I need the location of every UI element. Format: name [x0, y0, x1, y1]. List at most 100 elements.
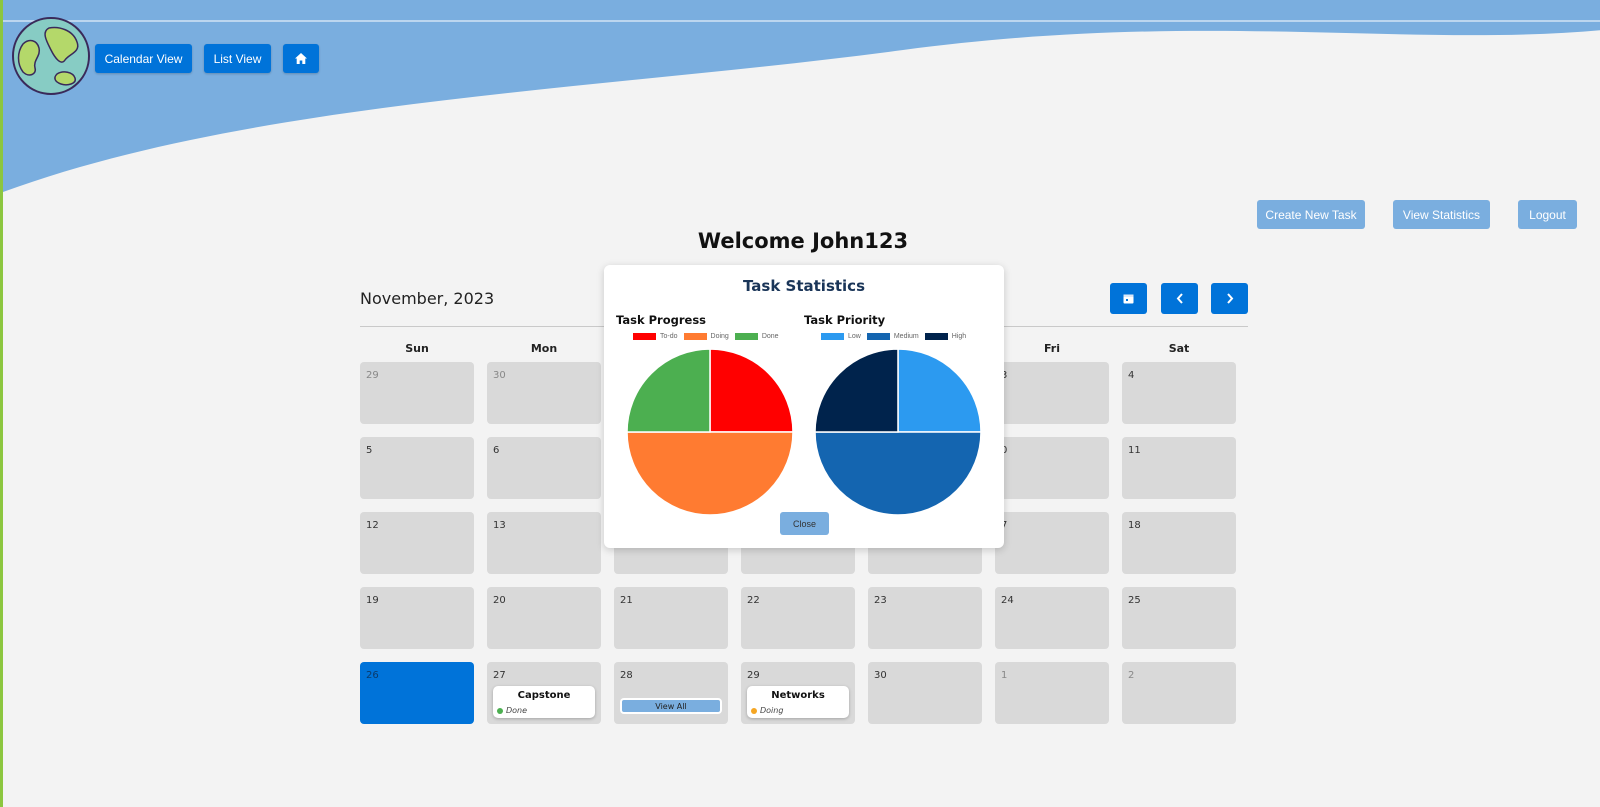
day-number: 26: [366, 670, 379, 681]
task-title: Capstone: [517, 690, 571, 701]
legend-swatch: [683, 333, 707, 340]
header-wave: [3, 0, 1600, 192]
legend-item: Doing: [683, 333, 729, 340]
status-dot-icon: [497, 708, 503, 714]
view-all-button[interactable]: View All: [620, 698, 722, 714]
welcome-heading: Welcome John123: [697, 229, 909, 253]
day-cell[interactable]: 0: [995, 437, 1109, 499]
task-status: Doing: [760, 706, 784, 715]
day-number: 2: [1128, 670, 1135, 681]
calendar-view-button[interactable]: Calendar View: [95, 44, 192, 73]
day-number: 7: [1001, 520, 1008, 531]
day-cell[interactable]: 6: [487, 437, 601, 499]
next-month-button[interactable]: [1211, 283, 1248, 314]
pie-slice-medium: [814, 431, 982, 516]
day-number: 29: [747, 670, 760, 681]
day-number: 21: [620, 595, 633, 606]
legend-label: Low: [848, 333, 861, 340]
legend-label: High: [951, 333, 967, 340]
day-cell[interactable]: 1: [995, 662, 1109, 724]
previous-month-button[interactable]: [1161, 283, 1198, 314]
day-number: 18: [1128, 520, 1141, 531]
legend-label: Doing: [710, 333, 729, 340]
task-card-networks[interactable]: Networks Doing: [747, 686, 849, 718]
legend-item: To-do: [633, 333, 678, 340]
day-cell[interactable]: 19: [360, 587, 474, 649]
day-cell[interactable]: 23: [868, 587, 982, 649]
day-cell[interactable]: 29: [360, 362, 474, 424]
legend-swatch: [734, 333, 758, 340]
day-number: 30: [493, 370, 506, 381]
day-number: 30: [874, 670, 887, 681]
day-cell[interactable]: 21: [614, 587, 728, 649]
task-statistics-modal: Task Statistics Task Progress To-do Doin…: [604, 265, 1004, 548]
day-number: 29: [366, 370, 379, 381]
today-button[interactable]: [1110, 283, 1147, 314]
chevron-right-icon: [1226, 293, 1233, 304]
legend-label: Medium: [893, 333, 919, 340]
legend-label: To-do: [660, 333, 678, 340]
day-number: 25: [1128, 595, 1141, 606]
list-view-button[interactable]: List View: [204, 44, 271, 73]
logout-button[interactable]: Logout: [1518, 200, 1577, 229]
legend-swatch: [866, 333, 890, 340]
day-number: 22: [747, 595, 760, 606]
close-button[interactable]: Close: [780, 512, 829, 535]
legend-label: Done: [761, 333, 779, 340]
day-number: 19: [366, 595, 379, 606]
create-new-task-button[interactable]: Create New Task: [1257, 200, 1365, 229]
day-cell[interactable]: 22: [741, 587, 855, 649]
dow-sat: Sat: [1168, 342, 1190, 355]
day-cell[interactable]: 30: [487, 362, 601, 424]
dow-mon: Mon: [530, 342, 558, 355]
day-number: 11: [1128, 445, 1141, 456]
home-button[interactable]: [283, 44, 319, 73]
legend-swatch: [821, 333, 844, 340]
pie-slice-high: [814, 348, 899, 433]
day-cell[interactable]: 4: [1122, 362, 1236, 424]
globe-logo-icon: [12, 17, 90, 95]
day-cell[interactable]: 20: [487, 587, 601, 649]
day-cell[interactable]: 27 Capstone Done: [487, 662, 601, 724]
task-progress-pie-chart: [626, 348, 794, 516]
day-number: 3: [1001, 370, 1008, 381]
legend-priority: Low Medium High: [821, 333, 966, 340]
day-cell[interactable]: 2: [1122, 662, 1236, 724]
day-number: 24: [1001, 595, 1014, 606]
task-card-capstone[interactable]: Capstone Done: [493, 686, 595, 718]
day-cell[interactable]: 11: [1122, 437, 1236, 499]
day-cell-today[interactable]: 26: [360, 662, 474, 724]
task-priority-pie-chart: [814, 348, 982, 516]
day-cell[interactable]: 18: [1122, 512, 1236, 574]
day-cell[interactable]: 29 Networks Doing: [741, 662, 855, 724]
legend-item: Medium: [866, 333, 919, 340]
pie-slice-low: [897, 348, 982, 433]
day-cell[interactable]: 25: [1122, 587, 1236, 649]
day-number: 12: [366, 520, 379, 531]
day-cell[interactable]: 7: [995, 512, 1109, 574]
pie-slice-doing: [626, 431, 794, 516]
legend-progress: To-do Doing Done: [633, 333, 779, 340]
day-cell[interactable]: 28 View All: [614, 662, 728, 724]
view-statistics-button[interactable]: View Statistics: [1393, 200, 1490, 229]
day-cell[interactable]: 13: [487, 512, 601, 574]
day-number: 5: [366, 445, 373, 456]
day-number: 13: [493, 520, 506, 531]
legend-swatch: [633, 333, 656, 340]
day-number: 27: [493, 670, 506, 681]
day-cell[interactable]: 30: [868, 662, 982, 724]
day-cell[interactable]: 24: [995, 587, 1109, 649]
legend-item: High: [924, 333, 967, 340]
day-cell[interactable]: 5: [360, 437, 474, 499]
legend-item: Low: [821, 333, 861, 340]
pie-slice-done: [626, 348, 711, 433]
status-dot-icon: [751, 708, 757, 714]
home-icon: [295, 53, 307, 64]
chart-title-priority: Task Priority: [804, 313, 886, 327]
day-number: 20: [493, 595, 506, 606]
day-cell[interactable]: 3: [995, 362, 1109, 424]
day-number: 6: [493, 445, 500, 456]
chart-title-progress: Task Progress: [616, 313, 707, 327]
day-cell[interactable]: 12: [360, 512, 474, 574]
day-number: 28: [620, 670, 633, 681]
